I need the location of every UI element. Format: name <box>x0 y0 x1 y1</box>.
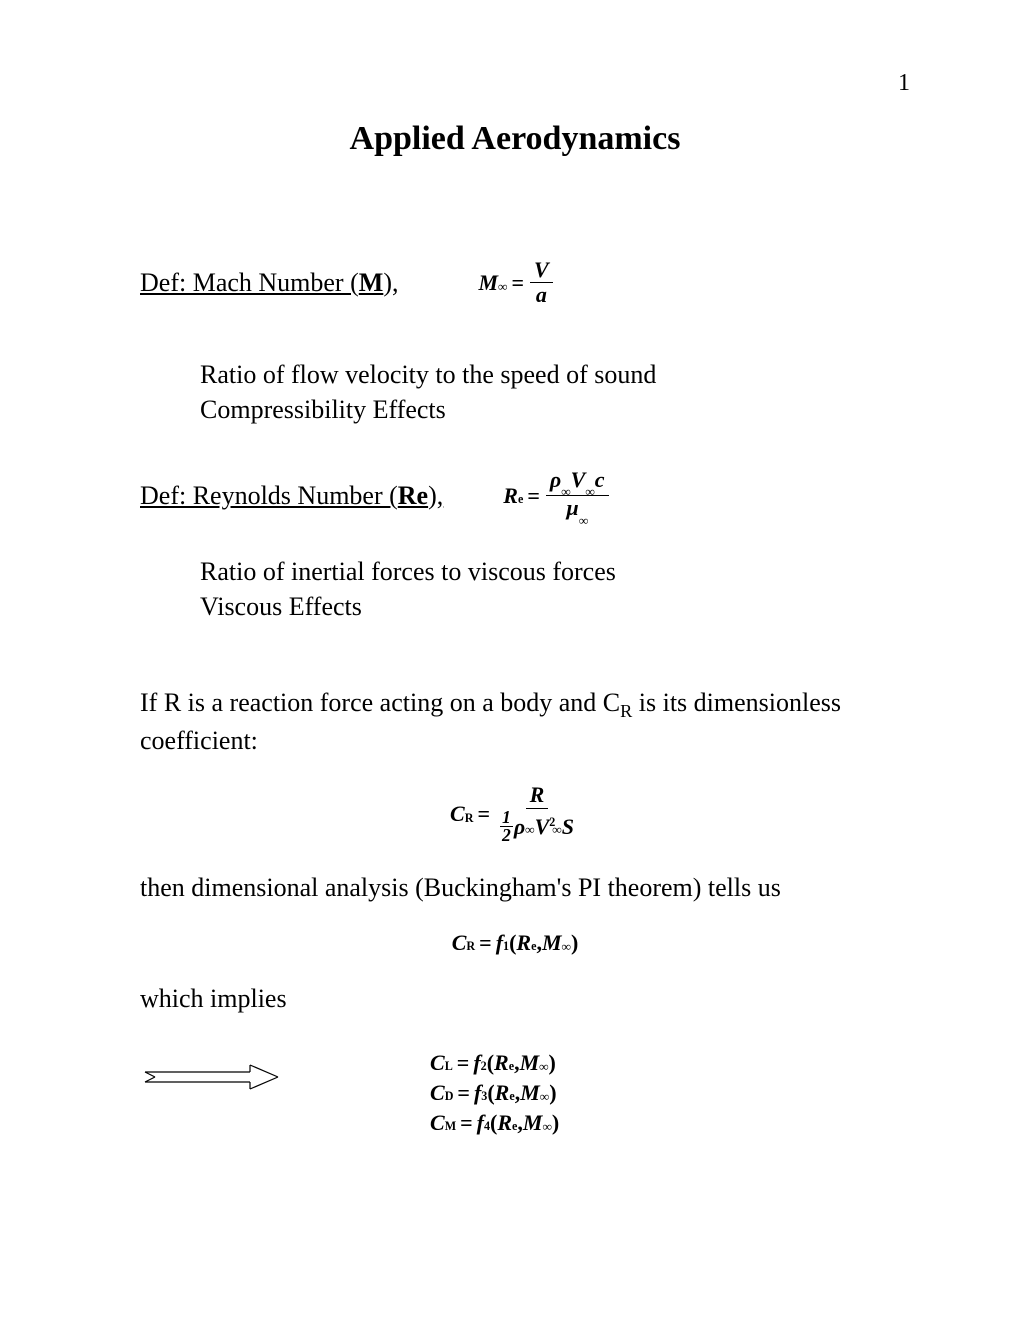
cr-S: S <box>562 815 574 839</box>
re-desc-line2: Viscous Effects <box>200 589 890 624</box>
which-implies-text: which implies <box>140 981 890 1016</box>
def-re-suffix: ), <box>428 481 443 510</box>
page-title: Applied Aerodynamics <box>140 120 890 158</box>
implies-row: CL=f2(Re,M∞) CD=f3(Re,M∞) CM=f4(Re,M∞) <box>140 1046 890 1140</box>
crf-Rsub: e <box>531 939 536 954</box>
implies-line-2: CM=f4(Re,M∞) <box>430 1110 559 1136</box>
cr-rho-sub: ∞ <box>525 823 534 838</box>
definition-mach-label: Def: Mach Number (M), <box>140 268 398 298</box>
mach-desc-line2: Compressibility Effects <box>200 392 890 427</box>
re-den-mu: µ <box>566 495 579 520</box>
crf-eq: = <box>479 930 492 956</box>
re-num-c: c <box>595 467 605 492</box>
page-number: 1 <box>898 70 910 97</box>
mach-lhs-sub: ∞ <box>498 279 507 295</box>
re-desc-line1: Ratio of inertial forces to viscous forc… <box>200 554 890 589</box>
cr-C: C <box>450 801 465 827</box>
mach-description: Ratio of flow velocity to the speed of s… <box>200 357 890 427</box>
re-num-rho-sub: ∞ <box>561 484 570 499</box>
crf-f: f <box>496 930 503 956</box>
reaction-subR: R <box>620 701 632 721</box>
cr-formula: CR = R 1 2 ρ∞V2∞S <box>450 783 580 844</box>
definition-reynolds: Def: Reynolds Number (Re), Re = ρ∞V∞c µ∞ <box>140 468 890 525</box>
buckingham-text: then dimensional analysis (Buckingham's … <box>140 870 890 905</box>
crf-R: R <box>516 930 531 956</box>
mach-equals: = <box>511 270 524 296</box>
crf-M: M <box>542 930 562 956</box>
arrow-icon <box>140 1061 280 1093</box>
def-mach-prefix: Def: Mach Number ( <box>140 268 359 297</box>
mach-desc-line1: Ratio of flow velocity to the speed of s… <box>200 357 890 392</box>
re-lhs-sub: e <box>518 492 523 507</box>
cr-function-block: CR = f1(Re,M∞) <box>140 930 890 956</box>
cr-num: R <box>526 783 549 808</box>
cr-V-sub: ∞ <box>552 823 561 838</box>
crf-close: ) <box>571 930 578 956</box>
re-fraction: ρ∞V∞c µ∞ <box>546 468 609 525</box>
implies-line-1: CD=f3(Re,M∞) <box>430 1080 559 1106</box>
re-lhs-var: R <box>503 483 518 509</box>
definition-reynolds-label: Def: Reynolds Number (Re), <box>140 481 443 511</box>
re-num-V: V <box>571 467 586 492</box>
re-num-rho: ρ <box>550 467 561 492</box>
cr-frac: R 1 2 ρ∞V2∞S <box>496 783 578 844</box>
re-equals: = <box>527 483 540 509</box>
crf-Csub: R <box>466 939 475 954</box>
def-mach-suffix: ), <box>383 268 398 297</box>
mach-formula: M∞ = V a <box>478 258 554 307</box>
mach-num: V <box>530 258 553 283</box>
cr-Csub: R <box>465 811 474 826</box>
re-num: ρ∞V∞c <box>546 468 609 497</box>
mach-fraction: V a <box>530 258 553 307</box>
crf-Msub: ∞ <box>562 939 571 955</box>
reaction-force-text: If R is a reaction force acting on a bod… <box>140 685 890 759</box>
re-den: µ∞ <box>562 496 592 524</box>
crf-C: C <box>452 930 467 956</box>
cr-formula-block: CR = R 1 2 ρ∞V2∞S <box>140 783 890 844</box>
def-re-bold: Re <box>398 481 428 510</box>
cr-V: V <box>535 815 550 839</box>
cr-den: 1 2 ρ∞V2∞S <box>496 809 578 845</box>
cr-half-den: 2 <box>500 827 513 845</box>
cr-function-line: CR = f1(Re,M∞) <box>140 930 890 956</box>
crf-fsub: 1 <box>503 939 509 954</box>
cr-eq: = <box>477 801 490 827</box>
mach-lhs-var: M <box>478 270 498 296</box>
re-num-V-sub: ∞ <box>585 484 594 499</box>
reynolds-formula: Re = ρ∞V∞c µ∞ <box>503 468 610 525</box>
cr-half: 1 2 <box>500 809 513 845</box>
cr-rho: ρ <box>514 815 525 839</box>
def-re-prefix: Def: Reynolds Number ( <box>140 481 398 510</box>
reynolds-description: Ratio of inertial forces to viscous forc… <box>200 554 890 624</box>
definition-mach: Def: Mach Number (M), M∞ = V a <box>140 258 890 307</box>
re-den-mu-sub: ∞ <box>579 513 588 528</box>
reaction-part1: If R is a reaction force acting on a bod… <box>140 688 620 717</box>
def-mach-bold: M <box>359 268 384 297</box>
implies-line-0: CL=f2(Re,M∞) <box>430 1050 559 1076</box>
mach-den: a <box>532 283 551 307</box>
implies-equations: CL=f2(Re,M∞) CD=f3(Re,M∞) CM=f4(Re,M∞) <box>430 1046 559 1140</box>
